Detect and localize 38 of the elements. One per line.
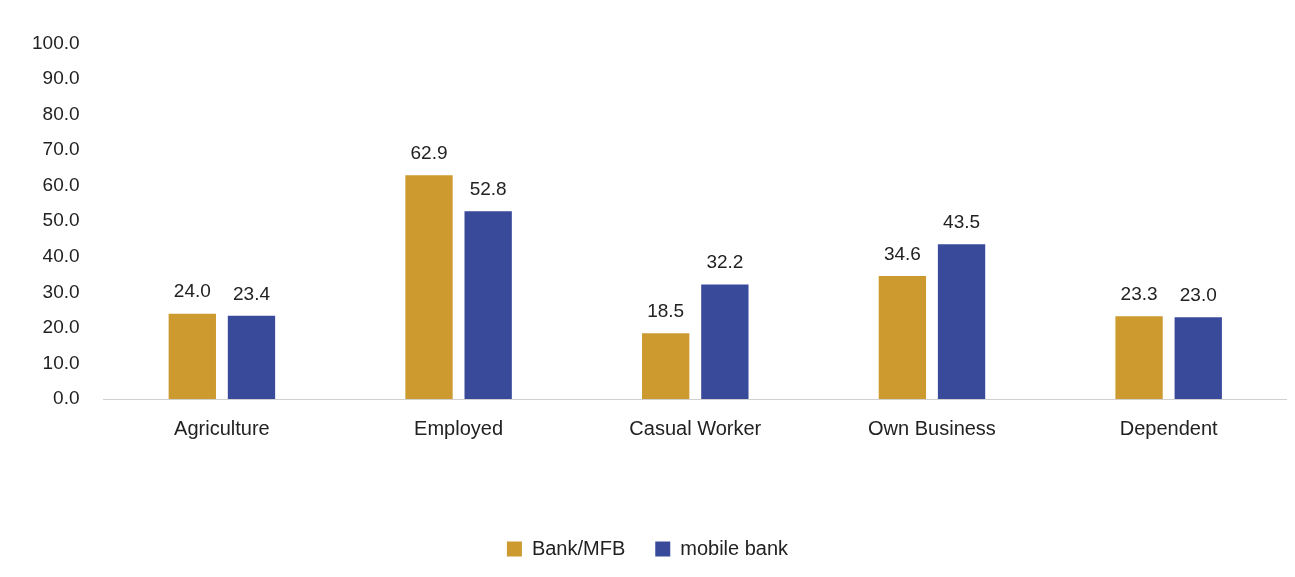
x-tick-label: Casual Worker bbox=[629, 416, 762, 439]
legend-label: mobile bank bbox=[680, 536, 790, 559]
y-tick-label: 60.0 bbox=[42, 173, 80, 195]
bar bbox=[1174, 317, 1222, 399]
bar bbox=[701, 284, 749, 399]
data-label: 43.5 bbox=[943, 211, 981, 233]
y-tick-label: 90.0 bbox=[42, 67, 80, 89]
y-tick-label: 80.0 bbox=[42, 102, 80, 124]
bar bbox=[642, 333, 690, 399]
y-tick-label: 50.0 bbox=[42, 209, 80, 231]
data-label: 23.3 bbox=[1120, 282, 1158, 304]
data-label: 62.9 bbox=[410, 142, 448, 164]
x-tick-label: Own Business bbox=[868, 416, 996, 439]
x-tick-label: Agriculture bbox=[174, 416, 270, 439]
data-label: 23.4 bbox=[232, 282, 271, 304]
y-tick-label: 70.0 bbox=[42, 138, 80, 160]
data-label: 34.6 bbox=[883, 242, 921, 264]
bar bbox=[168, 313, 216, 399]
bar bbox=[227, 315, 276, 399]
y-tick-label: 20.0 bbox=[42, 316, 80, 338]
y-tick-label: 0.0 bbox=[53, 387, 80, 409]
bar bbox=[464, 211, 512, 399]
data-label: 52.8 bbox=[469, 177, 507, 199]
y-tick-label: 10.0 bbox=[42, 351, 80, 373]
x-tick-label: Employed bbox=[414, 416, 504, 439]
y-tick-label: 30.0 bbox=[42, 280, 80, 302]
data-label: 23.0 bbox=[1179, 283, 1217, 305]
bar bbox=[1115, 316, 1163, 399]
bar bbox=[937, 244, 986, 399]
data-label: 18.5 bbox=[647, 299, 685, 321]
data-label: 32.2 bbox=[706, 251, 744, 273]
data-label: 24.0 bbox=[173, 280, 211, 302]
y-tick-label: 100.0 bbox=[32, 31, 80, 53]
y-tick-label: 40.0 bbox=[42, 244, 80, 266]
bar bbox=[405, 175, 453, 399]
x-tick-label: Dependent bbox=[1119, 416, 1219, 439]
legend-label: Bank/MFB bbox=[531, 536, 626, 559]
bar bbox=[878, 275, 927, 399]
